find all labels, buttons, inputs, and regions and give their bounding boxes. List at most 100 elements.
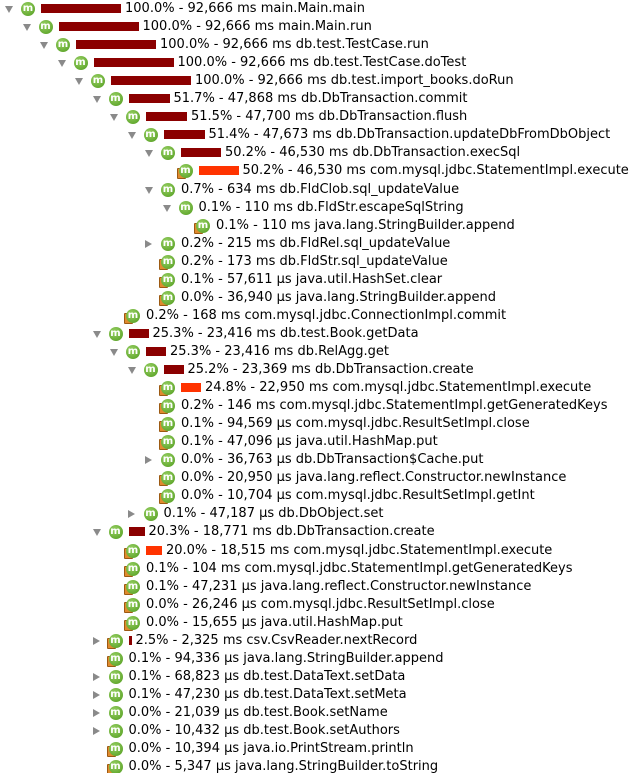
collapse-arrow-icon[interactable] [92,727,100,735]
tree-row[interactable]: m 0.2% - 146 ms com.mysql.jdbc.StatementI… [0,397,639,415]
row-label: 50.2% - 46,530 ms db.DbTransaction.execS… [225,145,521,161]
percent-bar [146,346,166,356]
collapse-arrow-icon[interactable] [92,636,100,645]
tree-row[interactable]: m 0.1% - 47,231 µs java.lang.reflect.Cons… [0,578,639,596]
expand-arrow-icon[interactable] [75,78,83,86]
tree-row[interactable]: m 0.2% - 173 ms db.FldStr.sql_updateValue [0,253,639,271]
expand-arrow-icon[interactable] [110,114,118,122]
collapse-arrow-icon[interactable] [145,239,152,248]
tree-row[interactable]: m 0.1% - 94,569 µs com.mysql.jdbc.ResultS… [0,415,639,433]
tree-row[interactable]: m 0.0% - 36,940 µs java.lang.StringBuilde… [0,289,639,307]
tree-row[interactable]: m 51.7% - 47,868 ms db.DbTransaction.comm… [0,90,639,108]
tree-row[interactable]: m 20.3% - 18,771 ms db.DbTransaction.crea… [0,523,639,541]
leaf-method-icon: m [106,633,123,649]
tree-row[interactable]: m 25.2% - 23,369 ms db.DbTransaction.crea… [0,361,639,379]
tree-row[interactable]: m 0.0% - 20,950 µs java.lang.reflect.Cons… [0,469,639,487]
row-label: 25.3% - 23,416 ms db.RelAgg.get [170,343,390,359]
expand-arrow-icon[interactable] [162,204,171,212]
row-label: 0.1% - 94,336 µs java.lang.StringBuilder… [128,650,444,666]
collapse-arrow-icon[interactable] [92,672,100,681]
tree-row[interactable]: m 50.2% - 46,530 ms com.mysql.jdbc.Statem… [0,162,639,180]
collapse-arrow-icon[interactable] [92,708,100,717]
row-label: 51.4% - 47,673 ms db.DbTransaction.updat… [208,127,611,143]
row-label: 0.1% - 110 ms db.FldStr.escapeSqlString [198,199,464,215]
expand-arrow-icon[interactable] [92,330,101,338]
leaf-method-icon: m [106,760,123,773]
expand-arrow-icon[interactable] [40,42,48,50]
leaf-method-icon: m [106,742,123,758]
tree-row[interactable]: m 51.4% - 47,673 ms db.DbTransaction.upda… [0,126,639,144]
tree-row[interactable]: m 0.1% - 47,187 µs db.DbObject.set [0,505,639,523]
leaf-method-icon: m [159,290,175,306]
tree-row[interactable]: m 0.0% - 15,655 µs java.util.HashMap.put [0,614,639,632]
tree-row[interactable]: m 0.2% - 215 ms db.FldRel.sql_updateValue [0,235,639,253]
tree-row[interactable]: m 100.0% - 92,666 ms main.Main.run [0,18,639,36]
tree-row[interactable]: m 0.7% - 634 ms db.FldClob.sql_updateValu… [0,181,639,199]
method-icon: m [143,507,158,522]
row-label: 100.0% - 92,666 ms main.Main.main [125,1,365,16]
tree-row[interactable]: m 0.1% - 94,336 µs java.lang.StringBuilde… [0,650,639,668]
tree-row[interactable]: m 25.3% - 23,416 ms db.RelAgg.get [0,343,639,361]
tree-row[interactable]: m 0.1% - 47,230 µs db.test.DataText.setMe… [0,686,639,704]
leaf-method-icon: m [194,218,210,234]
tree-row[interactable]: m 0.1% - 68,823 µs db.test.DataText.setDa… [0,668,639,686]
collapse-arrow-icon[interactable] [127,510,135,519]
row-label: 0.0% - 10,432 µs db.test.Book.setAuthors [128,723,400,738]
row-label: 0.1% - 47,187 µs db.DbObject.set [163,506,384,522]
tree-row[interactable]: m 0.1% - 57,611 µs java.util.HashSet.clea… [0,271,639,289]
expand-arrow-icon[interactable] [92,96,101,104]
tree-row[interactable]: m 0.0% - 36,763 µs db.DbTransaction$Cache… [0,451,639,469]
tree-row[interactable]: m 0.1% - 47,096 µs java.util.HashMap.put [0,433,639,451]
expand-arrow-icon[interactable] [22,24,31,32]
row-label: 100.0% - 92,666 ms main.Main.run [142,19,372,35]
percent-bar [128,328,149,338]
tree-row[interactable]: m 20.0% - 18,515 ms com.mysql.jdbc.Statem… [0,542,639,560]
tree-row[interactable]: m 25.3% - 23,416 ms db.test.Book.getData [0,325,639,343]
percent-bar [181,148,221,158]
tree-row[interactable]: m 2.5% - 2,325 ms csv.CsvReader.nextRecor… [0,632,639,650]
row-label: 2.5% - 2,325 ms csv.CsvReader.nextRecord [135,632,418,648]
tree-row[interactable]: m 0.0% - 21,039 µs db.test.Book.setName [0,704,639,722]
tree-row[interactable]: m 0.1% - 110 ms db.FldStr.escapeSqlString [0,199,639,217]
row-label: 100.0% - 92,666 ms db.test.TestCase.doTe… [177,55,467,71]
collapse-arrow-icon[interactable] [92,690,100,699]
leaf-method-icon: m [124,308,140,324]
row-label: 50.2% - 46,530 ms com.mysql.jdbc.Stateme… [242,163,629,179]
row-label: 0.1% - 94,569 µs com.mysql.jdbc.ResultSe… [181,416,530,432]
tree-row[interactable]: m 0.1% - 104 ms com.mysql.jdbc.StatementI… [0,560,639,578]
row-label: 0.0% - 10,394 µs java.io.PrintStream.pri… [128,741,414,757]
expand-arrow-icon[interactable] [127,132,136,140]
method-icon: m [108,326,123,341]
tree-row[interactable]: m 24.8% - 22,950 ms com.mysql.jdbc.Statem… [0,379,639,397]
method-icon: m [108,525,123,540]
row-label: 0.1% - 47,231 µs java.lang.reflect.Const… [146,578,532,594]
tree-row[interactable]: m 100.0% - 92,666 ms db.test.import_books… [0,72,639,90]
row-label: 51.5% - 47,700 ms db.DbTransaction.flush [191,109,468,125]
tree-row[interactable]: m 0.2% - 168 ms com.mysql.jdbc.Connection… [0,307,639,325]
expand-arrow-icon[interactable] [5,6,13,13]
expand-arrow-icon[interactable] [145,186,153,194]
expand-arrow-icon[interactable] [92,529,101,537]
tree-row[interactable]: m 51.5% - 47,700 ms db.DbTransaction.flus… [0,108,639,126]
expand-arrow-icon[interactable] [110,348,118,356]
collapse-arrow-icon[interactable] [145,456,152,465]
row-label: 25.3% - 23,416 ms db.test.Book.getData [152,325,419,341]
tree-row[interactable]: m 100.0% - 92,666 ms main.Main.main [0,0,639,18]
tree-row[interactable]: m 0.0% - 26,246 µs com.mysql.jdbc.ResultS… [0,596,639,614]
tree-row[interactable]: m 100.0% - 92,666 ms db.test.TestCase.run [0,36,639,54]
row-label: 0.0% - 21,039 µs db.test.Book.setName [128,704,388,720]
row-label: 0.0% - 36,763 µs db.DbTransaction$Cache.… [181,452,484,468]
tree-row[interactable]: m 100.0% - 92,666 ms db.test.TestCase.doT… [0,54,639,72]
tree-row[interactable]: m 0.0% - 10,394 µs java.io.PrintStream.pr… [0,740,639,758]
expand-arrow-icon[interactable] [145,150,153,158]
tree-row[interactable]: m 0.0% - 10,704 µs com.mysql.jdbc.ResultS… [0,487,639,505]
row-label: 0.0% - 26,246 µs com.mysql.jdbc.ResultSe… [146,596,495,612]
expand-arrow-icon[interactable] [127,367,136,374]
tree-row[interactable]: m 0.0% - 10,432 µs db.test.Book.setAuthor… [0,722,639,740]
tree-row[interactable]: m 50.2% - 46,530 ms db.DbTransaction.exec… [0,144,639,162]
tree-row[interactable]: m 0.0% - 5,347 µs java.lang.StringBuilder… [0,758,639,773]
expand-arrow-icon[interactable] [57,60,66,68]
method-icon: m [21,2,35,16]
tree-row[interactable]: m 0.1% - 110 ms java.lang.StringBuilder.a… [0,217,639,235]
